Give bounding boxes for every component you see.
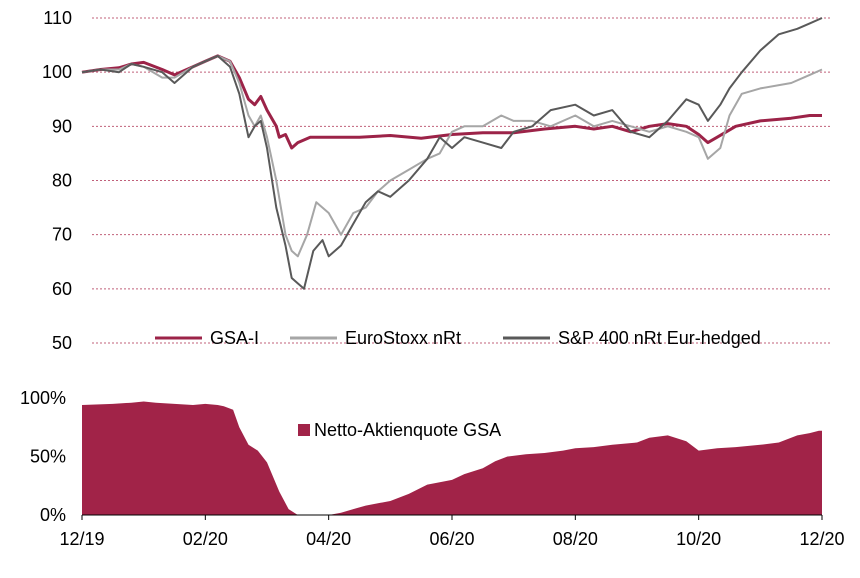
area-series-netto-aktienquote — [82, 401, 822, 515]
legend-label-eurostoxx: EuroStoxx nRt — [345, 328, 461, 348]
legend-label-netto-aktienquote: Netto-Aktienquote GSA — [314, 420, 501, 440]
x-tick-label-2: 04/20 — [306, 529, 351, 549]
x-tick-label-0: 12/19 — [59, 529, 104, 549]
x-tick-label-1: 02/20 — [183, 529, 228, 549]
y-tick-label-90: 90 — [52, 116, 72, 136]
area-y-tick-label-50: 50% — [30, 447, 66, 467]
y-tick-label-60: 60 — [52, 279, 72, 299]
area-chart-panel: 0% 50% 100% 12/19 02/20 04/20 06/20 08/20 10/20… — [20, 388, 845, 549]
x-tick-label-4: 08/20 — [553, 529, 598, 549]
area-chart-legend: Netto-Aktienquote GSA — [298, 420, 501, 440]
series-line-gsa — [81, 54, 822, 150]
y-tick-label-70: 70 — [52, 225, 72, 245]
area-chart-x-ticks: 12/19 02/20 04/20 06/20 08/20 10/20 12/20 — [59, 515, 845, 549]
line-chart-panel: 50 60 70 80 90 100 110 GSA-I EuroStoxx nRt S&P… — [42, 8, 832, 353]
x-tick-label-3: 06/20 — [429, 529, 474, 549]
legend-label-gsa: GSA-I — [210, 328, 259, 348]
y-tick-label-100: 100 — [42, 62, 72, 82]
line-chart-series — [81, 17, 823, 290]
area-y-tick-label-0: 0% — [40, 505, 66, 525]
line-chart-y-ticks: 50 60 70 80 90 100 110 — [42, 8, 72, 353]
legend-label-sp400: S&P 400 nRt Eur-hedged — [558, 328, 761, 348]
line-chart-gridlines — [92, 17, 832, 344]
line-chart-legend: GSA-I EuroStoxx nRt S&P 400 nRt Eur-hedg… — [155, 328, 761, 348]
series-line-eurostoxx — [81, 54, 823, 258]
area-y-tick-label-100: 100% — [20, 388, 66, 408]
legend-swatch-netto-aktienquote — [298, 424, 310, 436]
x-tick-label-6: 12/20 — [799, 529, 844, 549]
series-line-sp400 — [81, 17, 823, 290]
x-tick-label-5: 10/20 — [676, 529, 721, 549]
y-tick-label-110: 110 — [43, 8, 72, 28]
y-tick-label-50: 50 — [52, 333, 72, 353]
area-chart-y-ticks: 0% 50% 100% — [20, 388, 66, 525]
y-tick-label-80: 80 — [52, 171, 72, 191]
